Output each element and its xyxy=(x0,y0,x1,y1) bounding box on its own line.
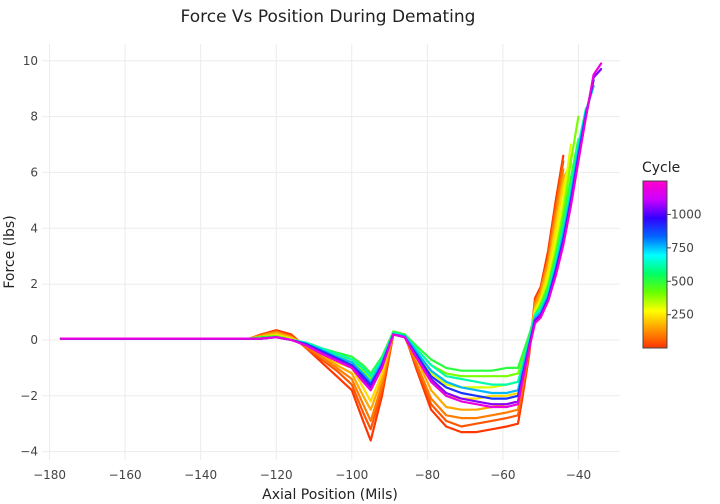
series-line-cycle-620 xyxy=(59,107,588,386)
colorbar-tick-label: 500 xyxy=(671,274,694,288)
y-tick-label: 0 xyxy=(30,333,38,347)
x-tick-label: −60 xyxy=(490,468,515,482)
series-line-cycle-50 xyxy=(59,160,565,431)
y-tick-label: 4 xyxy=(30,221,38,235)
chart-title: Force Vs Position During Demating xyxy=(181,7,476,27)
x-tick-label: −140 xyxy=(184,468,217,482)
colorbar-tick-label: 1000 xyxy=(671,207,702,221)
colorbar: Cycle 250 500 750 1000 xyxy=(642,160,702,349)
x-tick-label: −100 xyxy=(335,468,368,482)
x-tick-label: −40 xyxy=(566,468,591,482)
x-tick-label: −160 xyxy=(109,468,142,482)
x-axis-ticks: −180 −160 −140 −120 −100 −80 −60 −40 xyxy=(33,468,591,482)
colorbar-ticks: 250 500 750 1000 xyxy=(667,207,702,322)
colorbar-tick-label: 250 xyxy=(671,308,694,322)
y-tick-label: −2 xyxy=(20,389,38,403)
colorbar-title: Cycle xyxy=(642,160,680,176)
colorbar-tick-label: 750 xyxy=(671,241,694,255)
series-line-cycle-230 xyxy=(59,154,572,403)
series-line-cycle-1200 xyxy=(59,62,603,409)
y-tick-label: 2 xyxy=(30,277,38,291)
x-tick-label: −80 xyxy=(415,468,440,482)
y-axis-ticks: −4 −2 0 2 4 6 8 10 xyxy=(20,54,38,459)
x-axis-title: Axial Position (Mils) xyxy=(262,487,398,503)
colorbar-gradient xyxy=(642,180,668,349)
y-axis-title: Force (lbs) xyxy=(2,215,18,288)
y-tick-label: 8 xyxy=(30,110,38,124)
grid-lines xyxy=(42,44,620,460)
y-tick-label: −4 xyxy=(20,445,38,459)
series-group xyxy=(59,62,603,442)
y-tick-label: 10 xyxy=(23,54,38,68)
x-tick-label: −180 xyxy=(33,468,66,482)
y-tick-label: 6 xyxy=(30,165,38,179)
series-line-cycle-760 xyxy=(59,84,595,395)
series-line-cycle-160 xyxy=(59,163,572,411)
x-tick-label: −120 xyxy=(260,468,293,482)
